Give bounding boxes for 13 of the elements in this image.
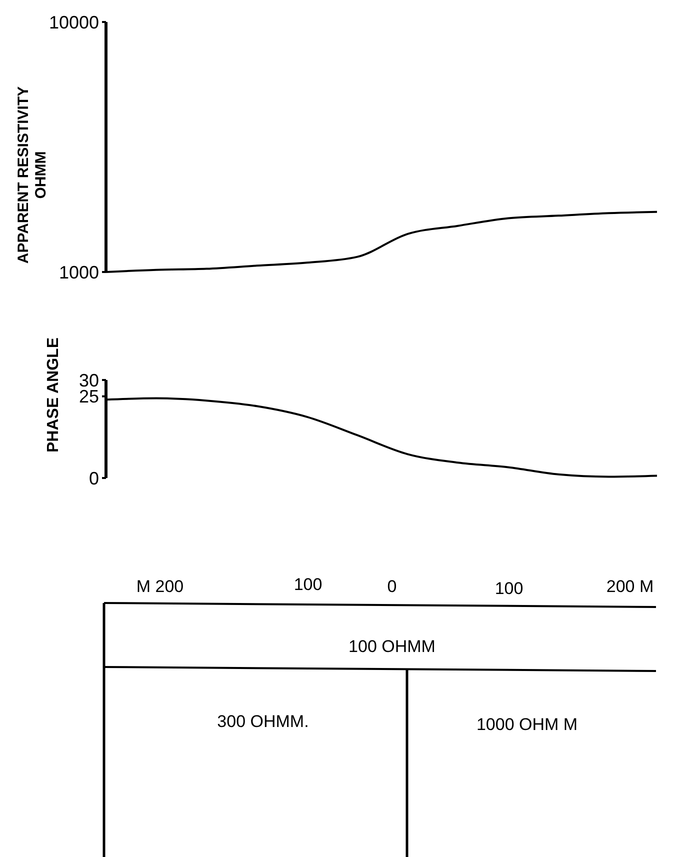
text: 100 bbox=[294, 575, 322, 594]
y-tick-label: 10000 bbox=[48, 12, 99, 32]
text: 1000 OHM M bbox=[476, 715, 578, 734]
text: 200 M bbox=[606, 577, 654, 596]
text: M 200 bbox=[136, 577, 184, 596]
text: 100 OHMM bbox=[348, 637, 436, 656]
y-axis-title: APPARENT RESISTIVITY OHMM bbox=[15, 86, 50, 264]
y-tick-label: 1000 bbox=[58, 262, 99, 282]
y-axis-title: PHASE ANGLE bbox=[45, 337, 62, 452]
text: 0 bbox=[387, 577, 397, 596]
text: 100 bbox=[494, 579, 524, 598]
y-tick-label: 0 bbox=[88, 468, 99, 488]
text: 300 OHMM. bbox=[217, 712, 309, 731]
